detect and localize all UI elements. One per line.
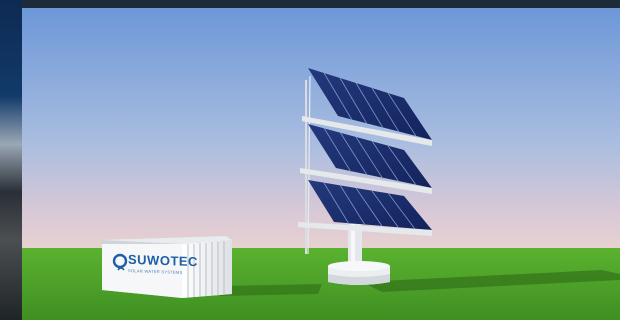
suwotec-logo-icon bbox=[112, 253, 128, 271]
solar-panel-row-middle bbox=[300, 124, 432, 194]
side-thumbnail-strip bbox=[0, 0, 22, 320]
container-brand-text: SUWOTEC bbox=[128, 251, 198, 270]
storage-container bbox=[102, 236, 232, 298]
container-shadow bbox=[220, 284, 322, 296]
tracker-pedestal bbox=[328, 224, 390, 285]
solar-panel-row-top bbox=[302, 68, 432, 146]
tower-shadow bbox=[362, 270, 620, 292]
scene-svg bbox=[22, 8, 620, 320]
solar-scene-render: SUWOTEC SOLAR WATER SYSTEMS bbox=[22, 8, 620, 320]
solar-panel-row-bottom bbox=[298, 180, 432, 236]
